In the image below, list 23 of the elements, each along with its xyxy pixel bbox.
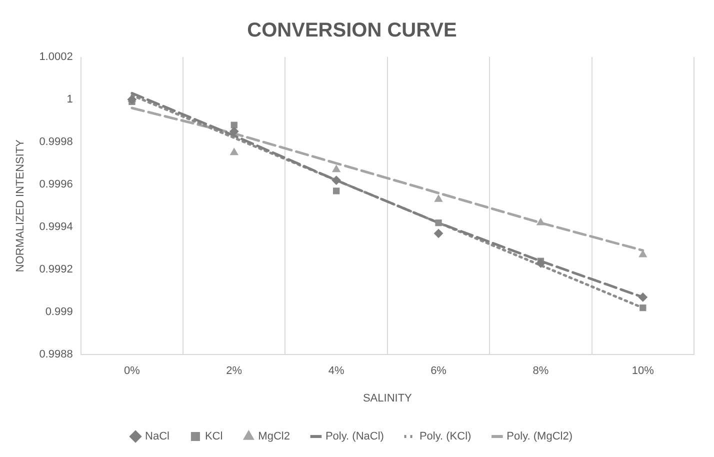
legend-label: KCl [204,430,223,443]
y-tick-label: 0.9992 [39,264,73,276]
legend-label: NaCl [145,430,170,443]
y-tick-label: 1.0002 [39,51,73,64]
legend-label: Poly. (NaCl) [325,430,384,443]
y-tick-label: 0.9994 [39,221,73,234]
y-tick-label: 0.999 [45,306,73,318]
y-tick-label: 0.9996 [39,178,73,191]
legend-label: MgCl2 [258,430,290,443]
y-tick-label: 0.9998 [39,136,73,148]
legend-label: Poly. (MgCl2) [506,430,572,443]
legend-label: Poly. (KCl) [419,430,472,443]
x-axis-title: SALINITY [362,392,413,404]
chart-title: CONVERSION CURVE [247,20,457,42]
x-tick-label: 8% [532,365,549,378]
y-tick-label: 0.9988 [39,348,73,361]
y-axis-title: NORMALIZED INTENSITY [14,138,27,272]
x-tick-label: 2% [226,365,242,378]
x-tick-label: 0% [124,365,140,378]
x-tick-label: 6% [430,365,447,378]
x-tick-label: 4% [328,365,344,378]
y-tick-label: 1 [66,94,73,106]
x-tick-label: 10% [632,365,654,378]
